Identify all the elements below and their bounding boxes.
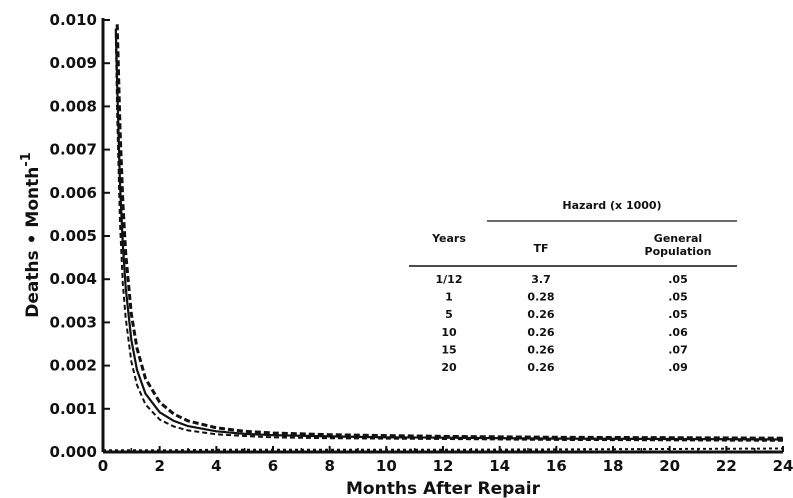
series-group <box>103 24 784 452</box>
series-line-dashed-upper <box>115 24 784 440</box>
x-tick-label: 18 <box>603 457 624 475</box>
table-col-general-2: Population <box>645 245 712 258</box>
table-cell: 0.28 <box>527 291 554 304</box>
table-col-tf: TF <box>533 242 548 255</box>
table-cell: .05 <box>668 273 688 286</box>
x-tick-label: 14 <box>489 457 510 475</box>
table-cell: 0.26 <box>527 361 554 374</box>
table-cell: 20 <box>441 361 457 374</box>
y-tick-label: 0.007 <box>50 141 97 159</box>
y-tick-label: 0.003 <box>50 313 97 331</box>
table-cell: .09 <box>668 361 688 374</box>
table-cell: 1 <box>445 291 453 304</box>
y-axis-title-superscript: -1 <box>19 152 34 166</box>
x-tick-label: 24 <box>773 457 793 475</box>
series-line-dashed-lower <box>114 32 784 442</box>
hazard-table: Hazard (x 1000) Years TF General Populat… <box>405 190 745 390</box>
x-tick-label: 6 <box>268 457 278 475</box>
x-tick-label: 22 <box>716 457 737 475</box>
table-col-years: Years <box>431 232 466 245</box>
x-tick-label: 10 <box>376 457 397 475</box>
table-rows: 1/12 3.7 .05 1 0.28 .05 5 0.26 .05 10 0.26 .06 15 0.2… <box>436 273 689 374</box>
x-tick-label: 2 <box>154 457 164 475</box>
y-tick-label: 0.009 <box>50 54 97 72</box>
y-tick-label: 0.004 <box>50 270 97 288</box>
table-cell: .05 <box>668 308 688 321</box>
y-axis-title-main: Deaths • Month <box>23 167 43 318</box>
series-line-dotted-general <box>103 447 784 452</box>
table-col-general-1: General <box>654 232 702 245</box>
y-tick-label: 0.006 <box>50 184 97 202</box>
y-tick-label: 0.002 <box>50 357 97 375</box>
table-cell: .07 <box>668 343 688 356</box>
y-tick-label: 0.005 <box>50 227 97 245</box>
table-cell: .05 <box>668 291 688 304</box>
table-cell: .06 <box>668 326 688 339</box>
table-background <box>405 190 745 390</box>
table-cell: 0.26 <box>527 308 554 321</box>
ticks: 0 2 4 6 8 10 12 14 16 18 20 22 240.0000.0010.0020.00… <box>50 11 793 475</box>
y-axis-title: Deaths • Month-1 <box>19 152 43 318</box>
x-tick-label: 12 <box>433 457 454 475</box>
x-axis-title: Months After Repair <box>346 479 541 498</box>
y-axis-title-group: Deaths • Month-1 <box>19 152 43 318</box>
y-tick-label: 0.001 <box>50 400 97 418</box>
x-tick-label: 0 <box>98 457 108 475</box>
x-tick-label: 8 <box>324 457 334 475</box>
table-cell: 0.26 <box>527 326 554 339</box>
x-tick-label: 4 <box>211 457 221 475</box>
table-cell: 5 <box>445 308 453 321</box>
y-tick-label: 0.008 <box>50 97 97 115</box>
series-line-solid <box>114 28 784 441</box>
x-tick-label: 16 <box>546 457 567 475</box>
table-cell: 3.7 <box>531 273 551 286</box>
table-cell: 15 <box>441 343 456 356</box>
y-tick-label: 0.010 <box>50 11 97 29</box>
table-cell: 1/12 <box>436 273 463 286</box>
table-group-header: Hazard (x 1000) <box>562 199 661 212</box>
table-cell: 10 <box>441 326 457 339</box>
x-tick-label: 20 <box>659 457 680 475</box>
y-tick-label: 0.000 <box>50 443 97 461</box>
table-cell: 0.26 <box>527 343 554 356</box>
